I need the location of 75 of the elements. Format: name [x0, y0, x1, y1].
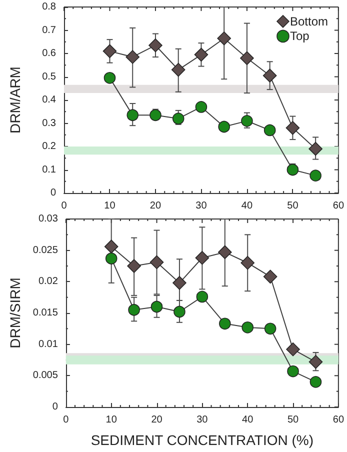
x-tick-label: 20	[151, 414, 163, 426]
point	[287, 365, 299, 378]
point	[264, 322, 276, 335]
point	[148, 38, 162, 52]
x-tick-label: 0	[61, 200, 68, 212]
y-tick-label: 0.025	[32, 244, 58, 256]
point	[105, 252, 118, 264]
point	[286, 342, 300, 356]
point	[174, 306, 186, 318]
point	[262, 68, 277, 82]
point	[172, 112, 184, 124]
point	[172, 276, 186, 290]
y-tick-label: 0.005	[32, 370, 58, 382]
point	[310, 376, 322, 388]
y-tick-label: 0.7	[42, 24, 56, 36]
point	[286, 121, 300, 135]
y-axis-title: DRM/SIRM	[7, 278, 23, 348]
point	[218, 120, 230, 133]
y-tick-label: 0.8	[42, 2, 56, 12]
point	[240, 256, 254, 270]
point	[104, 72, 116, 84]
y-tick-label: 0.01	[38, 338, 58, 350]
x-tick-label: 60	[332, 414, 344, 426]
x-tick-label: 50	[287, 414, 300, 426]
point	[150, 109, 162, 122]
x-tick-label: 0	[63, 414, 70, 426]
point	[171, 62, 186, 77]
point	[126, 109, 139, 122]
point	[218, 245, 232, 260]
y-tick-label: 0.5	[42, 71, 56, 82]
point	[126, 50, 140, 64]
point	[242, 322, 254, 334]
y-tick-label: 0.4	[42, 94, 56, 106]
y-axis-title: DRM/ARM	[7, 66, 23, 134]
point	[264, 124, 276, 136]
point	[127, 259, 141, 273]
x-tick-label: 60	[332, 200, 344, 212]
y-tick-label: 0.015	[32, 308, 58, 318]
legend-label: Top	[290, 29, 310, 44]
point	[310, 170, 322, 182]
point	[308, 354, 323, 369]
x-tick-label: 30	[196, 414, 208, 426]
point	[240, 51, 254, 66]
point	[194, 48, 208, 62]
y-tick-label: 0	[50, 188, 56, 198]
point	[241, 115, 253, 127]
point	[219, 318, 231, 330]
legend-label: Bottom	[290, 14, 328, 28]
point	[195, 250, 210, 265]
y-tick-label: 0.1	[42, 164, 56, 176]
y-tick-label: 0.6	[42, 48, 56, 59]
x-axis-title: SEDIMENT CONCENTRATION (%)	[90, 432, 314, 448]
point	[286, 164, 299, 176]
x-tick-label: 40	[242, 414, 254, 426]
point	[102, 44, 117, 58]
point	[263, 270, 278, 284]
point	[196, 290, 208, 303]
y-tick-label: 0.2	[42, 141, 56, 152]
point	[308, 142, 322, 156]
point	[195, 101, 208, 113]
x-tick-label: 30	[196, 200, 208, 212]
y-tick-label: 0.03	[38, 214, 58, 224]
x-tick-label: 10	[106, 414, 118, 426]
point	[104, 240, 118, 254]
y-tick-label: 0.3	[42, 118, 56, 129]
x-tick-label: 10	[104, 200, 116, 212]
x-tick-label: 40	[241, 200, 253, 212]
x-tick-label: 20	[150, 200, 162, 212]
point	[150, 255, 164, 270]
point	[150, 300, 163, 313]
x-tick-label: 50	[287, 200, 299, 212]
point	[217, 31, 231, 46]
y-tick-label: 0.02	[38, 276, 58, 288]
y-tick-label: 0	[52, 402, 58, 412]
point	[128, 304, 140, 316]
